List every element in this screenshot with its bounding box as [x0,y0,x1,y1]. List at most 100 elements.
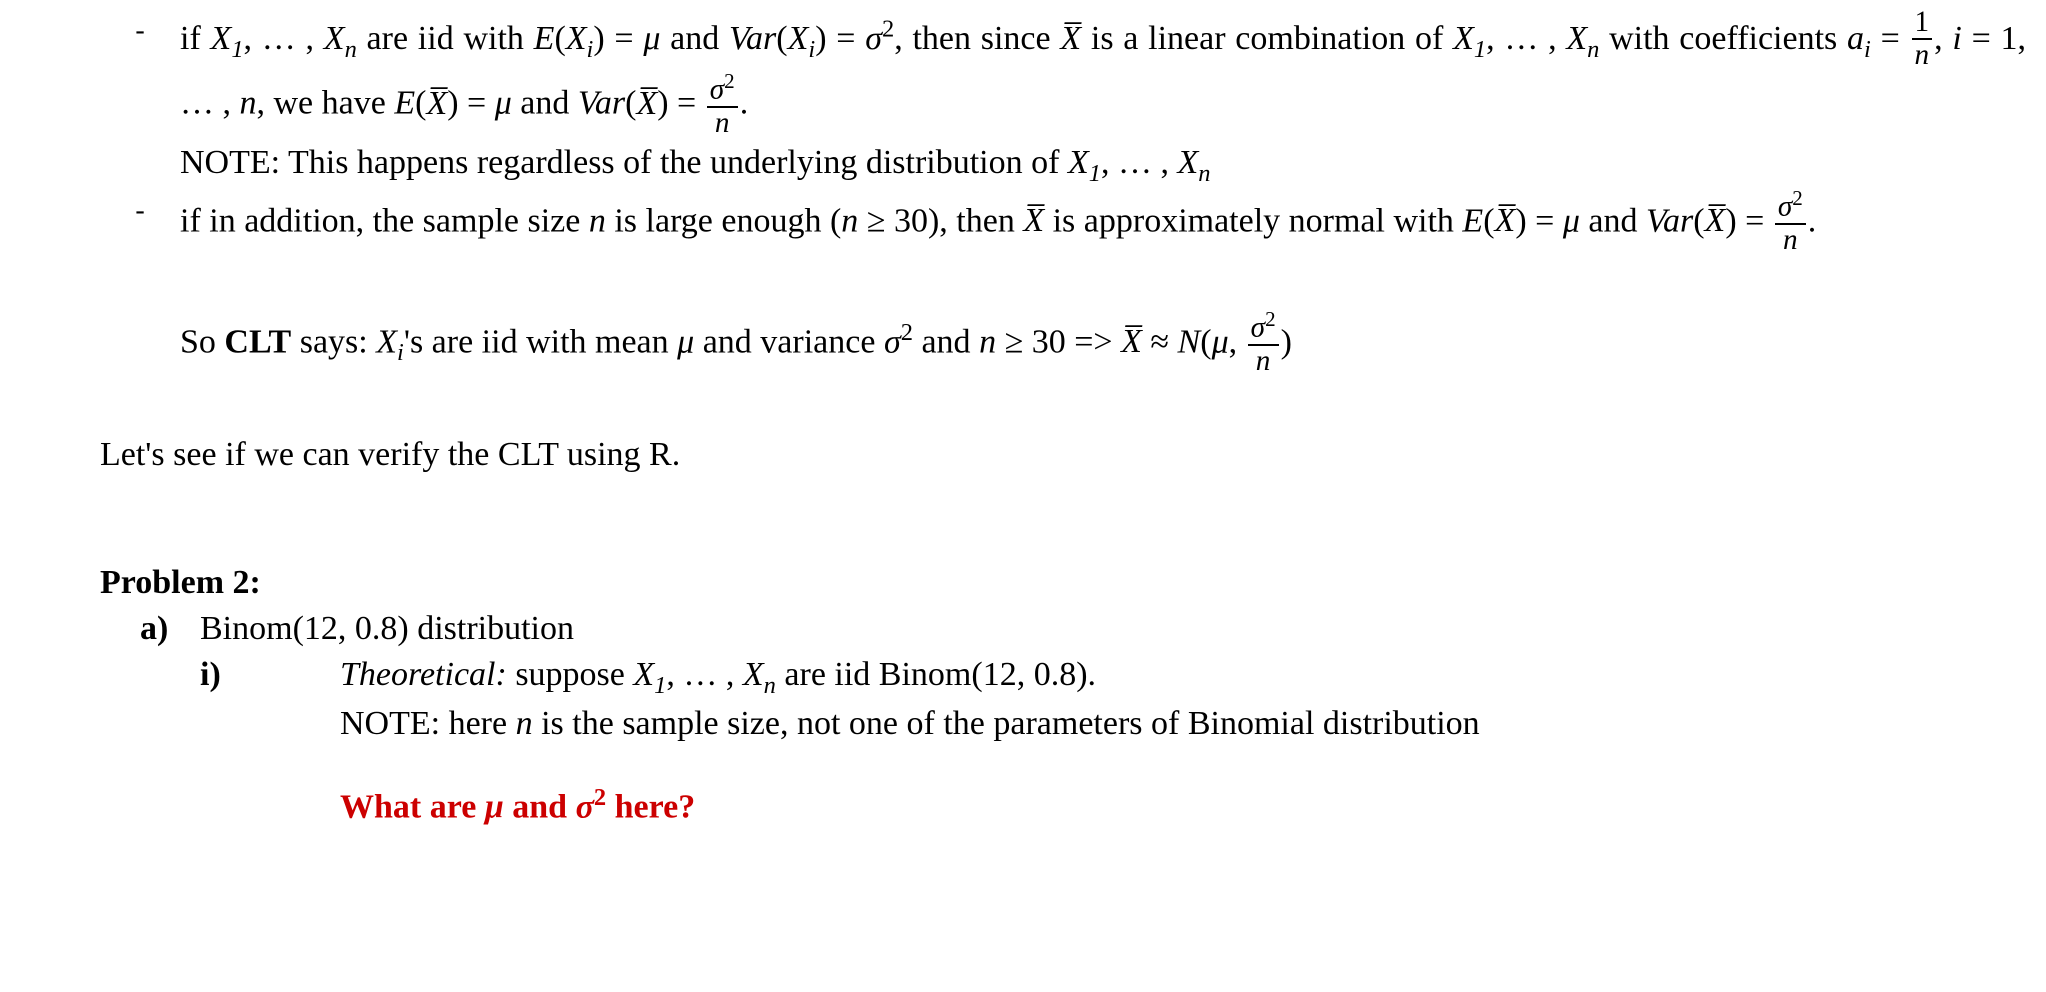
denominator: n [1775,223,1806,255]
math-sub: n [764,671,776,698]
text: So [180,323,224,360]
spacer [100,478,2026,532]
text: ) = [1725,202,1773,239]
clt-label: CLT [224,323,291,360]
math-xbar: X [1121,319,1142,365]
problem-block: Problem 2: a) Binom(12, 0.8) distributio… [100,560,2026,831]
math-sup: 2 [882,16,894,43]
text: 's are iid with mean [404,323,677,360]
math: X [324,20,345,57]
bullet-item-1: - if X1, … , Xn are iid with E(Xi) = μ a… [100,10,2026,190]
text: ( [415,85,426,122]
math: E [1462,202,1483,239]
text: is large enough ( [606,202,841,239]
math: X [211,20,232,57]
bullet-body: if in addition, the sample size n is lar… [180,190,2026,257]
spacer [100,532,2026,560]
math-xbar: X [1495,198,1516,244]
math-xbar: X [1705,198,1726,244]
math: σ [884,323,901,360]
problem-part-i-note: NOTE: here n is the sample size, not one… [100,701,2026,747]
math: Var [729,20,776,57]
text: ) = [593,20,643,57]
problem-question: What are μ and σ2 here? [100,781,2026,830]
text: = [1871,20,1910,57]
math: n [589,202,606,239]
math-xbar: X [1060,16,1081,62]
numerator: 1 [1912,8,1933,38]
math: Var [1646,202,1693,239]
text: and [504,789,576,826]
denominator: n [1248,344,1279,376]
numerator: σ2 [1775,188,1806,223]
text: . [1808,202,1817,239]
text: , then since [894,20,1060,57]
math: X [566,20,587,57]
clt-statement: So CLT says: Xi's are iid with mean μ an… [100,311,2026,378]
math-sub: n [1198,159,1210,186]
math: X [788,20,809,57]
math: E [394,85,415,122]
text: ) = [1515,202,1563,239]
math-xbar: X [426,81,447,127]
text: , … , [666,656,743,693]
text: and [660,20,729,57]
math: σ [576,789,594,826]
part-body: Binom(12, 0.8) distribution [200,606,2026,652]
math-sub: 1 [1474,36,1486,63]
document-page: - if X1, … , Xn are iid with E(Xi) = μ a… [0,0,2046,871]
math: N [1178,323,1201,360]
math: X [633,656,654,693]
math-sub: n [345,36,357,63]
text: , … , [244,20,324,57]
part-body: Theoretical: suppose X1, … , Xn are iid … [340,652,2026,702]
numerator: σ2 [707,71,738,106]
text: distribution [409,610,574,647]
text: => [1066,323,1121,360]
math: E [534,20,555,57]
math: μ [643,20,660,57]
math: μ [495,85,512,122]
math: a [1847,20,1864,57]
fraction: σ2n [1775,188,1806,255]
text: ( [554,20,565,57]
math-sub: i [1864,36,1871,63]
text: , [1934,20,1952,57]
fraction: σ2n [1248,309,1279,376]
fraction: 1n [1912,8,1933,70]
bullet-body: if X1, … , Xn are iid with E(Xi) = μ and… [180,10,2026,190]
text: are iid Binom(12, 0.8). [776,656,1096,693]
bullet-item-2: - if in addition, the sample size n is l… [100,190,2026,257]
math-sub: 1 [231,36,243,63]
text: here? [606,789,695,826]
text: ≥ 30 [996,323,1066,360]
part-label: a) [140,606,200,652]
text: ≈ [1142,323,1178,360]
text: ) = [815,20,865,57]
math-sub: 1 [1089,159,1101,186]
text: ) [1281,323,1292,360]
text: is the sample size, not one of the param… [533,705,1480,742]
math-sub: 1 [654,671,666,698]
text: , we have [257,85,395,122]
math: X [376,323,397,360]
math: X [743,656,764,693]
math-sup: 2 [901,319,913,346]
math: i [1952,20,1961,57]
numerator: σ2 [1248,309,1279,344]
text: ( [1693,202,1704,239]
text: if [180,20,211,57]
verify-line: Let's see if we can verify the CLT using… [100,432,2026,478]
text: with coefficients [1599,20,1847,57]
text: ( [776,20,787,57]
math: μ [485,789,504,826]
math: X [1453,20,1474,57]
math: n [516,705,533,742]
fraction: σ2n [707,71,738,138]
part-label: i) [200,652,340,698]
text: ), then [928,202,1023,239]
math: X [1068,144,1089,181]
text: , [1229,323,1246,360]
problem-part-i: i) Theoretical: suppose X1, … , Xn are i… [100,652,2026,702]
text: ( [1200,323,1211,360]
